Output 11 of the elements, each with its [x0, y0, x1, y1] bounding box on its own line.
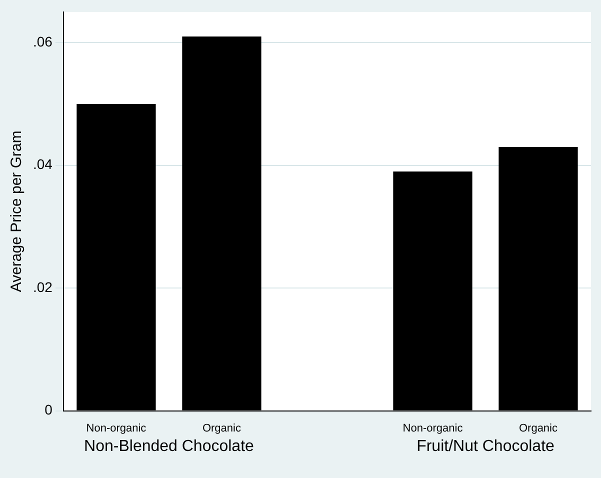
x-tick-label: Organic	[202, 422, 242, 434]
text: Fruit/Nut Chocolate	[416, 438, 555, 456]
y-tick-label: 0	[44, 402, 53, 418]
y-tick-label: .06	[32, 34, 53, 50]
y-tick-label: .02	[32, 278, 53, 295]
y-axis-title: Average Price per Gram	[8, 130, 26, 292]
x-tick-label: Organic	[518, 422, 558, 434]
y-tick-label: .04	[32, 156, 53, 172]
text: Non-Blended Chocolate	[84, 438, 254, 456]
x-tick-label: Non-organic	[86, 422, 147, 434]
x-tick-label: Non-organic	[402, 422, 464, 434]
